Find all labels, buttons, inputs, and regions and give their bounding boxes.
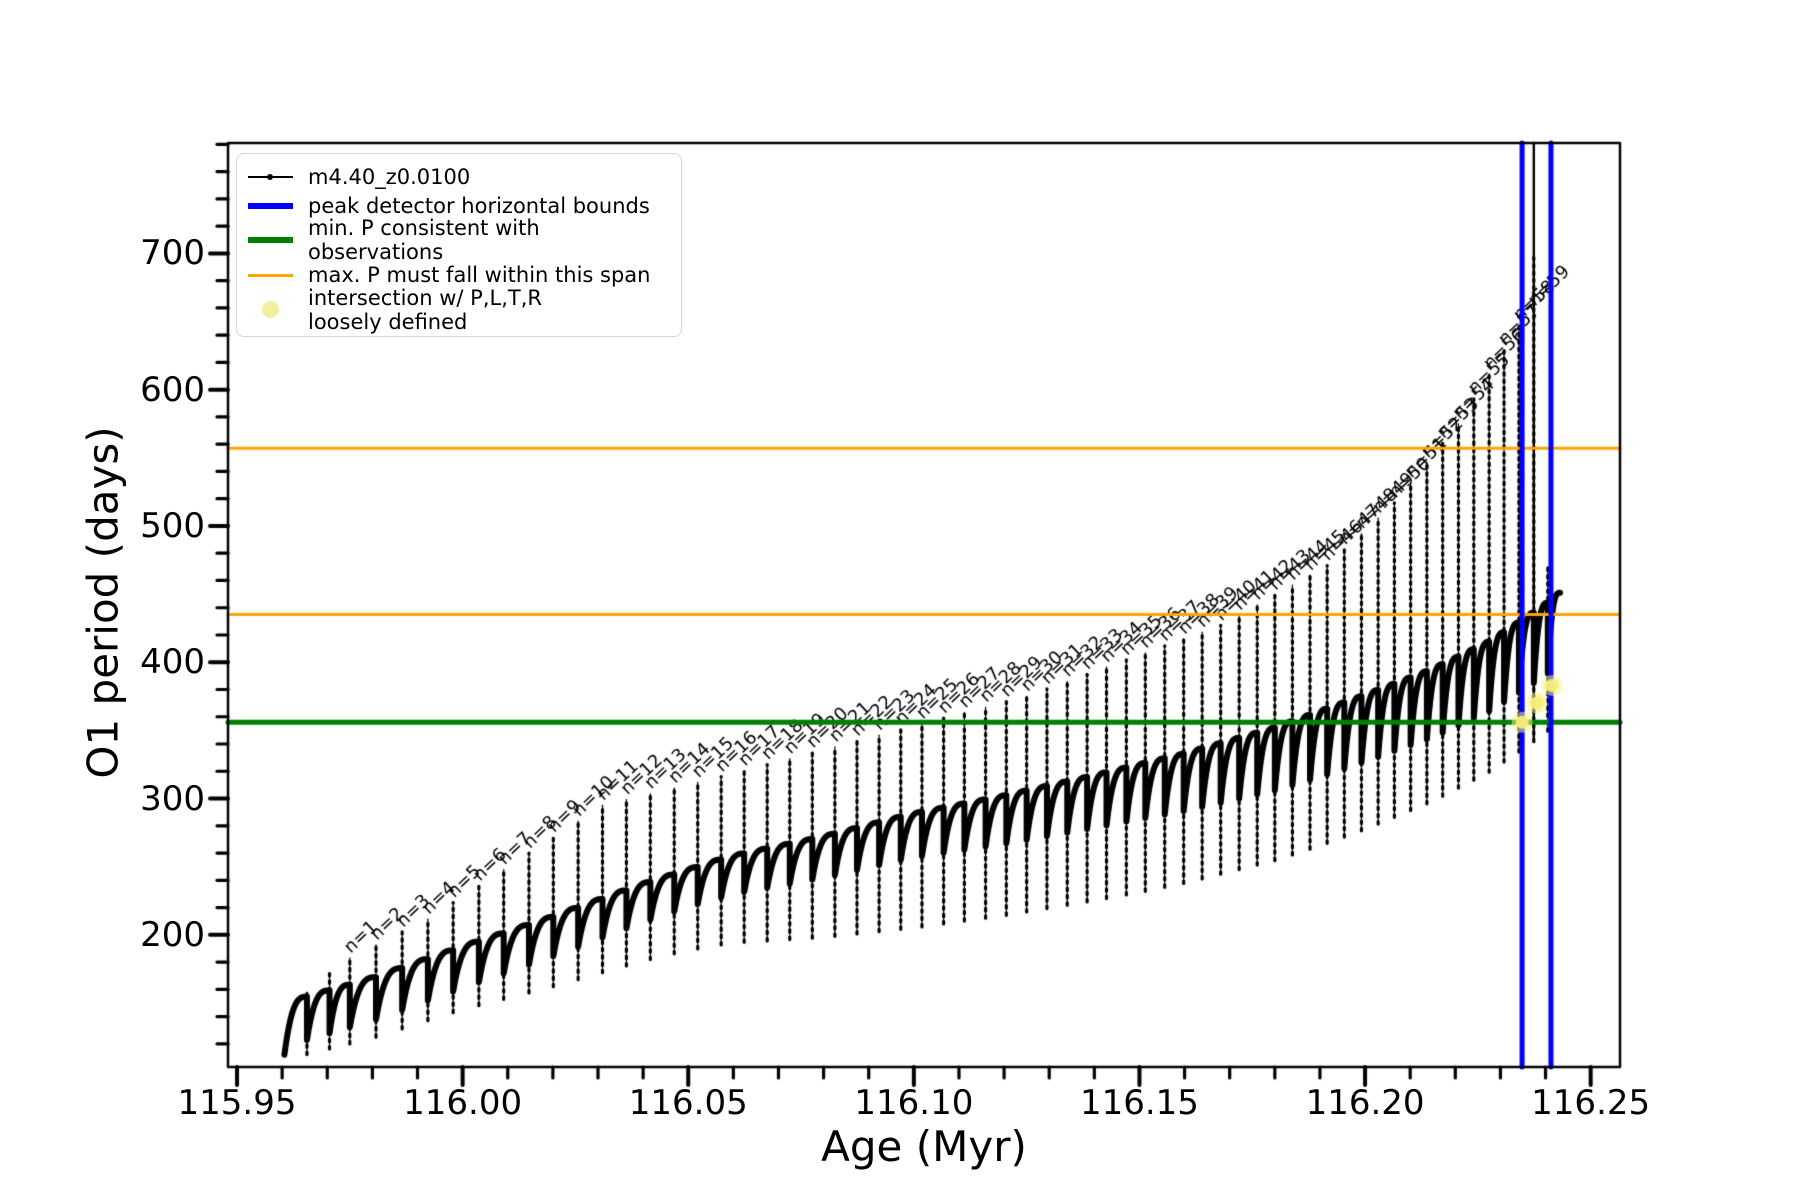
legend-line-icon (245, 273, 295, 277)
x-tick-label: 116.05 (628, 1083, 748, 1123)
x-tick-label: 115.95 (177, 1083, 297, 1123)
x-tick-label: 116.15 (1079, 1083, 1199, 1123)
legend-item-label: intersection w/ P,L,T,R loosely defined (308, 285, 542, 334)
legend-line-sample (247, 237, 293, 244)
x-axis-label: Age (Myr) (821, 1122, 1027, 1171)
legend-item: peak detector horizontal bounds (245, 191, 671, 220)
x-tick-label: 116.00 (403, 1083, 523, 1123)
legend-line-sample (247, 273, 293, 277)
y-tick-label: 700 (140, 233, 205, 274)
legend-item: m4.40_z0.0100 (245, 162, 671, 191)
legend-item: intersection w/ P,L,T,R loosely defined (245, 286, 671, 334)
y-tick-label: 400 (140, 642, 205, 683)
y-tick-label: 200 (140, 914, 205, 955)
legend-item-label: m4.40_z0.0100 (308, 164, 471, 189)
intersection-marker-icon (261, 301, 279, 319)
legend-line-icon (245, 173, 295, 180)
legend-line-icon (245, 237, 295, 244)
y-tick-label: 300 (140, 778, 205, 819)
legend-item: max. P must fall within this span (245, 261, 671, 290)
legend-line-icon (245, 202, 295, 209)
legend-line-sample (247, 202, 293, 209)
x-tick-label: 116.10 (854, 1083, 974, 1123)
y-tick-label: 600 (140, 369, 205, 410)
legend-item-label: peak detector horizontal bounds (308, 193, 650, 218)
x-tick-label: 116.20 (1305, 1083, 1425, 1123)
legend-line-dot-marker (267, 173, 273, 180)
legend-line-sample (247, 173, 293, 180)
x-tick-label: 116.25 (1531, 1083, 1651, 1123)
y-tick-label: 500 (140, 505, 205, 546)
y-axis-label: O1 period (days) (78, 426, 128, 779)
legend-item-label: min. P consistent with observations (308, 216, 540, 265)
legend-item-label: max. P must fall within this span (308, 263, 651, 287)
legend-marker-icon (245, 301, 295, 319)
legend-item: min. P consistent with observations (245, 216, 671, 264)
